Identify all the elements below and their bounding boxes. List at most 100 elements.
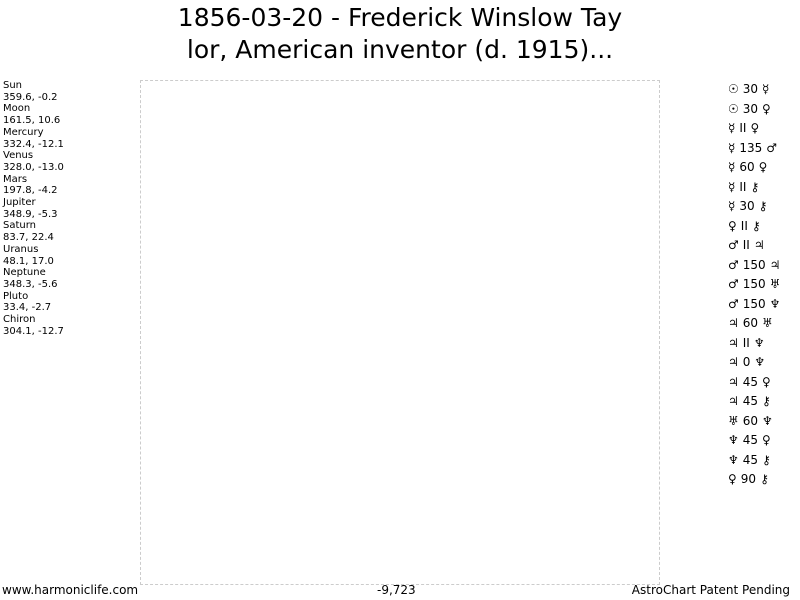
aspect-row: ♆ 45 ♀ [728,431,784,451]
planet-name: Uranus [3,243,39,255]
aspect-row: ♂ 150 ♅ [728,275,784,295]
aspect-planet-b: ♀ [762,374,771,389]
aspect-angle: 150 [742,277,766,291]
aspect-row: ♀ II ⚷ [728,217,784,237]
aspect-planet-a: ☿ [728,179,736,194]
aspect-row: ☉ 30 ☿ [728,80,784,100]
aspect-row: ♃ II ♆ [728,334,784,354]
planet-name: Sun [3,80,23,91]
aspect-planet-a: ♆ [728,452,739,467]
aspect-row: ☿ 135 ♂ [728,139,784,159]
chart-title: 1856-03-20 - Frederick Winslow Tay lor, … [0,2,800,66]
aspect-planet-a: ♃ [728,316,739,330]
aspect-planet-a: ☿ [728,160,736,174]
aspect-row: ☉ 30 ♀ [728,100,784,120]
aspect-angle: 60 [739,160,755,174]
aspect-planet-a: ☿ [728,199,736,213]
planet-position-table: Sun 359.6, -0.2 Moon 161.5, 10.6 Mercury… [3,80,64,337]
aspect-angle: II [739,121,747,135]
footer-score: -9,723 [377,583,416,597]
aspect-angle: 135 [739,140,763,155]
aspect-planet-a: ♂ [728,257,739,272]
aspect-planet-a: ♂ [728,277,739,291]
aspect-planet-b: ♃ [769,257,781,272]
aspect-planet-a: ♆ [728,433,739,447]
aspect-angle: 90 [740,472,757,486]
aspect-planet-b: ♀ [758,160,768,174]
planet-position: 332.4, -12.1 [3,138,64,150]
planet-name: Pluto [3,290,29,302]
astro-wheel-placeholder [140,80,660,585]
aspect-angle: 60 [742,316,759,330]
aspect-angle: 150 [742,296,766,311]
aspect-angle: II [742,335,750,350]
aspect-planet-a: ☉ [728,101,739,116]
aspect-planet-b: ⚷ [750,179,760,194]
aspect-row: ♃ 45 ⚷ [728,392,784,412]
aspect-row: ♀ 90 ⚷ [728,470,784,490]
planet-name: Mercury [3,126,44,138]
aspect-angle: 45 [742,374,759,389]
aspect-row: ♂ 150 ♆ [728,295,784,315]
aspect-planet-b: ♀ [762,433,771,447]
aspect-planet-b: ⚷ [762,452,771,467]
planet-name: Saturn [3,220,37,232]
aspect-angle: 60 [742,413,759,428]
aspect-planet-a: ☿ [728,140,736,155]
aspect-planet-a: ♂ [728,238,739,252]
aspect-planet-b: ♆ [762,413,773,428]
aspect-angle: 30 [742,101,759,116]
aspect-row: ♃ 45 ♀ [728,373,784,393]
planet-name: Neptune [3,267,46,279]
aspect-planet-b: ⚷ [758,199,768,213]
planet-name: Venus [3,150,34,162]
aspect-planet-a: ♅ [728,413,739,428]
aspect-row: ♂ II ♃ [728,236,784,256]
aspect-angle: II [740,218,748,233]
aspect-planet-a: ♀ [728,472,737,486]
planet-name: Moon [3,103,31,115]
aspect-planet-a: ♃ [728,355,739,369]
aspect-planet-a: ♃ [728,335,739,350]
aspect-planet-b: ♀ [762,101,771,116]
aspect-angle: II [742,238,750,252]
aspect-planet-a: ☉ [728,82,739,96]
aspect-row: ☿ 30 ⚷ [728,197,784,217]
aspect-list: ☉ 30 ☿ ☉ 30 ♀ ☿ II ♀ ☿ 135 ♂ ☿ 60 ♀ ☿ II ⚷ ☿ 30 ⚷ ♀ II ⚷… [728,80,784,490]
title-line-2: lor, American inventor (d. 1915)... [186,35,614,64]
aspect-planet-b: ♂ [766,140,778,155]
title-line-1: 1856-03-20 - Frederick Winslow Tay [177,3,623,32]
planet-position: 161.5, 10.6 [3,115,61,127]
aspect-angle: 45 [742,452,759,467]
aspect-planet-b: ♀ [750,121,760,135]
aspect-planet-b: ♆ [753,335,765,350]
aspect-row: ♂ 150 ♃ [728,256,784,276]
aspect-planet-b: ♆ [769,296,781,311]
aspect-angle: 30 [742,82,759,96]
aspect-planet-b: ⚷ [751,218,761,233]
aspect-planet-a: ♃ [728,374,739,389]
aspect-row: ♃ 60 ♅ [728,314,784,334]
aspect-planet-a: ♃ [728,394,739,408]
aspect-planet-b: ♆ [754,355,766,369]
aspect-row: ☿ II ♀ [728,119,784,139]
planet-position: 33.4, -2.7 [3,302,52,314]
aspect-planet-a: ♀ [728,218,737,233]
aspect-planet-b: ♅ [762,316,773,330]
planet-position: 83.7, 22.4 [3,232,54,244]
footer-patent: AstroChart Patent Pending [631,583,790,597]
aspect-planet-a: ☿ [728,121,736,135]
planet-name: Jupiter [3,197,36,209]
aspect-angle: II [739,179,747,194]
aspect-angle: 30 [739,199,755,213]
aspect-angle: 45 [742,394,759,408]
aspect-angle: 45 [742,433,759,447]
aspect-row: ☿ II ⚷ [728,178,784,198]
aspect-angle: 0 [742,355,751,369]
aspect-angle: 150 [742,257,766,272]
planet-position: 304.1, -12.7 [3,325,64,337]
aspect-row: ☿ 60 ♀ [728,158,784,178]
planet-position: 348.9, -5.3 [3,208,58,220]
planet-name: Chiron [3,314,36,326]
